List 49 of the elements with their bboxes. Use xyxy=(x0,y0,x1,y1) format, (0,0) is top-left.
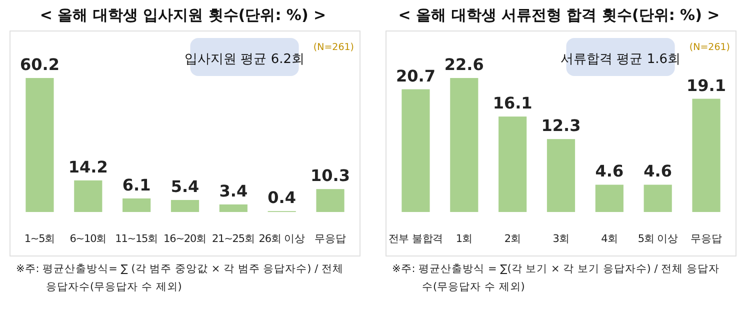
x-tick-label: 6~10회 xyxy=(70,233,107,245)
bar xyxy=(546,139,576,212)
data-label: 22.6 xyxy=(444,55,484,74)
bar xyxy=(122,198,151,212)
data-label: 12.3 xyxy=(541,116,581,136)
bar xyxy=(450,78,478,212)
x-tick-label: 21~25회 xyxy=(212,233,255,245)
data-label: 19.1 xyxy=(686,76,726,95)
bar xyxy=(644,184,672,212)
chart-title: < 올해 대학생 입사지원 횟수(단위: %) > xyxy=(40,6,326,24)
text: (N=261) xyxy=(313,42,354,53)
data-label: 0.4 xyxy=(268,188,296,208)
text: ※주: 평균산출방식 = ∑(각 보기 × 각 보기 응답자수) / 전체 응답자수(무응답자 수 제외) xyxy=(391,262,720,295)
data-label: 6.1 xyxy=(122,175,151,194)
text: (N=261) xyxy=(689,42,730,53)
bar xyxy=(26,78,54,212)
text: 입사지원 평균 6.2회 xyxy=(184,52,305,67)
bar xyxy=(692,98,720,212)
data-label: 3.4 xyxy=(219,181,248,200)
data-label: 60.2 xyxy=(20,55,60,74)
x-tick-label: 무응답 xyxy=(314,233,346,245)
bar xyxy=(316,189,344,212)
x-tick-label: 무응답 xyxy=(690,233,722,245)
bar xyxy=(498,116,527,212)
x-tick-label: 3회 xyxy=(552,233,570,245)
x-tick-label: 1~5회 xyxy=(24,233,56,245)
data-label: 16.1 xyxy=(492,94,532,113)
data-label: 14.2 xyxy=(68,157,108,176)
data-label: 10.3 xyxy=(310,166,350,186)
bar xyxy=(74,180,102,212)
x-tick-label: 2회 xyxy=(504,233,521,245)
chart-title: < 올해 대학생 서류전형 합격 횟수(단위: %) > xyxy=(398,6,720,24)
bar xyxy=(170,200,200,212)
x-tick-label: 전부 불합격 xyxy=(388,233,444,245)
text: ※주: 평균산출방식= ∑ (각 범주 중앙값 × 각 범주 응답자수) / 전체 응답자수(무응답자 수 제외) xyxy=(15,262,344,295)
bar xyxy=(219,204,248,212)
data-label: 20.7 xyxy=(396,66,436,86)
data-label: 5.4 xyxy=(170,176,200,196)
data-label: 4.6 xyxy=(595,162,624,181)
text: 서류합격 평균 1.6회 xyxy=(560,52,681,67)
bar xyxy=(595,184,624,212)
x-tick-label: 1회 xyxy=(456,233,472,245)
x-tick-label: 26회 이상 xyxy=(258,233,306,245)
bar xyxy=(402,89,430,212)
x-tick-label: 11~15회 xyxy=(115,233,158,245)
x-tick-label: 5회 이상 xyxy=(638,233,678,245)
x-tick-label: 4회 xyxy=(601,233,618,245)
data-label: 4.6 xyxy=(644,162,672,181)
x-tick-label: 16~20회 xyxy=(164,233,206,245)
